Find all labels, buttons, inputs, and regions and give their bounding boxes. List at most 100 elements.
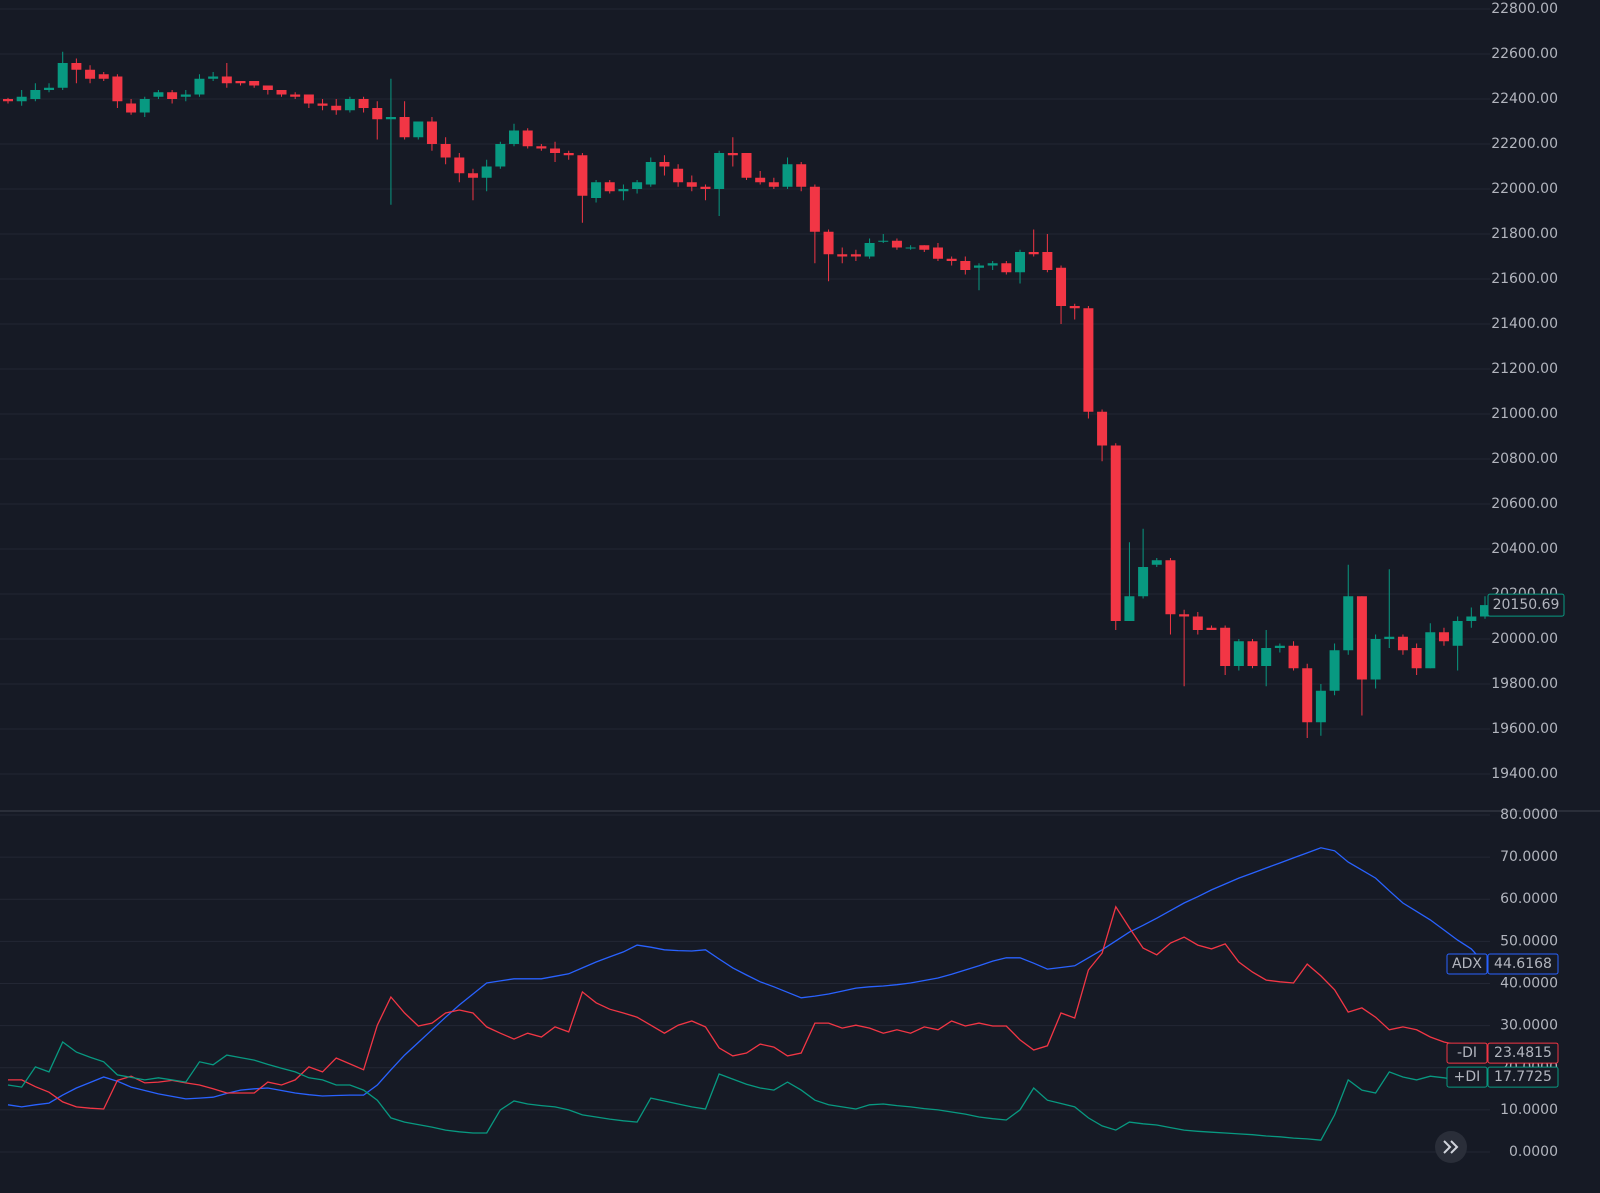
candle-body [1452,621,1463,646]
candle-body [1384,636,1395,639]
candle-body [864,243,875,257]
candle-body [837,254,848,257]
pane: 0.000010.000020.000030.000040.000050.000… [0,807,1559,1160]
candle-body [1288,645,1299,669]
candle-body [139,99,150,113]
candle-body [16,96,27,102]
candle-body [1397,636,1408,651]
candle-body [290,94,301,97]
candle-body [823,231,834,255]
candle-body [700,186,711,189]
candle-body [317,103,328,106]
candle-body [1247,641,1258,666]
candle-body [1274,645,1285,648]
candle-body [673,168,684,183]
candle-body [741,153,752,178]
candle-body [1056,267,1067,306]
y-tick-label: 22600.00 [1491,46,1558,62]
candle-body [1480,605,1490,617]
y-tick-label: 70.0000 [1500,849,1558,865]
candle-body [714,153,725,189]
candle-body [1001,263,1012,273]
candle-body [932,247,943,259]
candle-body [645,162,656,185]
candle-body [1466,616,1477,621]
candle-body [30,90,41,99]
series-name-box [1446,1066,1488,1088]
candle-body [194,78,205,95]
candle-body [112,76,123,102]
series-value: 17.7725 [1494,1069,1552,1085]
candle-body [1261,648,1272,666]
candle-body [522,130,533,147]
candle-body [1138,567,1149,597]
candle-body [905,247,916,249]
candle-body [1438,632,1449,642]
candle-body [591,182,602,198]
series-name-box [1446,953,1488,975]
series-value: 23.4815 [1494,1045,1552,1061]
candle-body [126,103,137,113]
y-tick-label: 40.0000 [1500,975,1558,991]
candle-body [768,182,779,187]
indicator-line [7,847,1486,1108]
candle-body [331,105,342,111]
y-tick-label: 20600.00 [1491,496,1558,512]
candle-body [467,173,478,178]
candle-body [632,182,643,189]
series-value-box [1487,1042,1559,1064]
series-name: -DI [1457,1045,1477,1061]
candle-body [262,85,273,90]
y-tick-label: 20400.00 [1491,541,1558,557]
candle-body [221,76,232,84]
candle-body [57,63,68,88]
scroll-button[interactable] [1435,1131,1467,1163]
candle-body [509,130,520,144]
candle-body [1329,650,1340,691]
candle-body [919,245,930,250]
candle-body [1179,614,1190,617]
y-tick-label: 21600.00 [1491,271,1558,287]
candle-body [1028,252,1039,255]
candle-body [1192,616,1203,630]
candle-body [604,182,615,192]
indicator-line [7,1041,1486,1141]
y-tick-label: 30.0000 [1500,1018,1558,1034]
candle-body [577,155,588,196]
y-tick-label: 10.0000 [1500,1102,1558,1118]
candle-body [1042,252,1053,270]
candle-body [987,263,998,266]
candle-body [1110,445,1121,621]
candle-body [44,87,55,90]
series-name: +DI [1454,1069,1481,1085]
candle-body [536,146,547,149]
candle-body [426,121,437,144]
candle-body [3,99,13,102]
candle-body [167,92,178,99]
y-tick-label: 20800.00 [1491,451,1558,467]
candle-body [1411,648,1422,669]
candle-body [1083,308,1094,412]
y-tick-label: 20000.00 [1491,631,1558,647]
candle-body [249,81,260,86]
candle-body [809,186,820,232]
candle-body [85,69,96,79]
candle-body [878,240,889,242]
candle-body [481,166,492,178]
y-tick-label: 22000.00 [1491,181,1558,197]
candle-body [1315,690,1326,723]
indicator-line [8,905,1486,1110]
candle-body [344,99,355,111]
candle-body [372,108,383,120]
y-tick-label: 22200.00 [1491,136,1558,152]
series-value-box [1487,953,1559,975]
candle-body [1302,668,1313,723]
y-tick-label: 60.0000 [1500,891,1558,907]
candle-body [495,144,506,167]
y-tick-label: 22400.00 [1491,91,1558,107]
candle-body [960,261,971,270]
candle-body [276,90,287,95]
candle-body [563,153,574,156]
